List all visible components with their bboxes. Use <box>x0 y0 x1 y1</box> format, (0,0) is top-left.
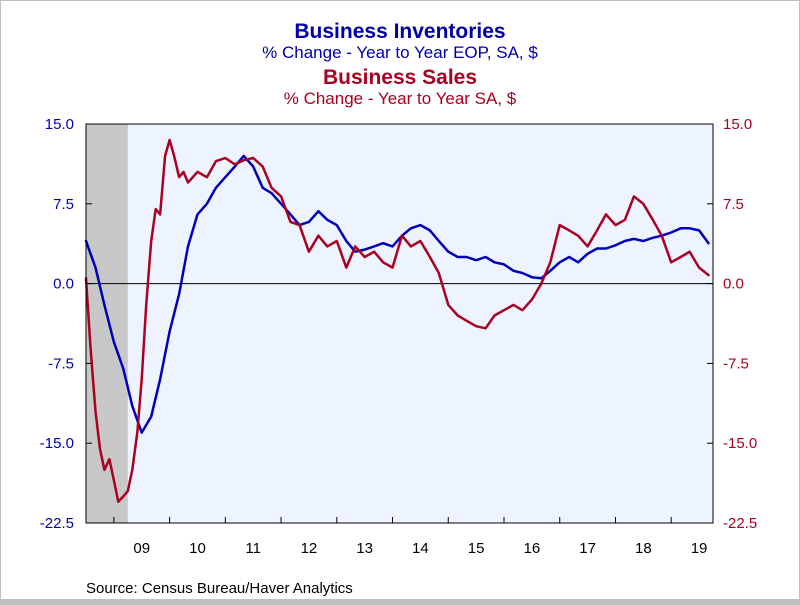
left-y-axis: 15.0 7.5 0.0 -7.5 -15.0 -22.5 <box>40 116 92 532</box>
x-tick-label: 09 <box>133 540 150 557</box>
x-tick-label: 10 <box>189 540 206 557</box>
left-y-tick-label: -7.5 <box>48 355 74 372</box>
x-tick-label: 13 <box>356 540 373 557</box>
series-line-inventories <box>84 154 710 434</box>
x-tick-label: 17 <box>579 540 596 557</box>
chart-title-line-1: % Change - Year to Year EOP, SA, $ <box>262 43 538 62</box>
left-y-tick-label: 15.0 <box>45 116 74 133</box>
right-y-tick-label: 0.0 <box>723 276 744 293</box>
x-tick-label: 15 <box>468 540 485 557</box>
x-tick-label: 14 <box>412 540 429 557</box>
recession-shading <box>86 124 128 523</box>
series-line-sales <box>84 138 710 503</box>
x-tick-label: 16 <box>524 540 541 557</box>
chart-title-line-0: Business Inventories <box>294 20 505 43</box>
series-lines <box>84 138 710 503</box>
source-note: Source: Census Bureau/Haver Analytics <box>86 580 353 597</box>
plot-area <box>86 124 713 523</box>
left-y-tick-label: -15.0 <box>40 435 74 452</box>
plot-border <box>85 123 714 524</box>
left-y-tick-label: -22.5 <box>40 515 74 532</box>
x-tick-label: 18 <box>635 540 652 557</box>
right-y-tick-label: 15.0 <box>723 116 752 133</box>
x-tick-label: 12 <box>301 540 318 557</box>
x-tick-label: 19 <box>691 540 708 557</box>
x-axis: 09 10 11 12 13 14 15 16 17 18 19 <box>113 517 708 557</box>
right-y-tick-label: -22.5 <box>723 515 757 532</box>
chart-title-line-3: % Change - Year to Year SA, $ <box>284 89 517 108</box>
left-y-tick-label: 0.0 <box>53 276 74 293</box>
right-y-axis: 15.0 7.5 0.0 -7.5 -15.0 -22.5 <box>707 116 757 532</box>
chart-title-line-2: Business Sales <box>323 66 477 89</box>
right-y-tick-label: 7.5 <box>723 196 744 213</box>
left-y-tick-label: 7.5 <box>53 196 74 213</box>
x-tick-label: 11 <box>245 540 261 557</box>
chart-titles: Business Inventories% Change - Year to Y… <box>262 20 538 108</box>
right-y-tick-label: -15.0 <box>723 435 757 452</box>
right-y-tick-label: -7.5 <box>723 355 749 372</box>
